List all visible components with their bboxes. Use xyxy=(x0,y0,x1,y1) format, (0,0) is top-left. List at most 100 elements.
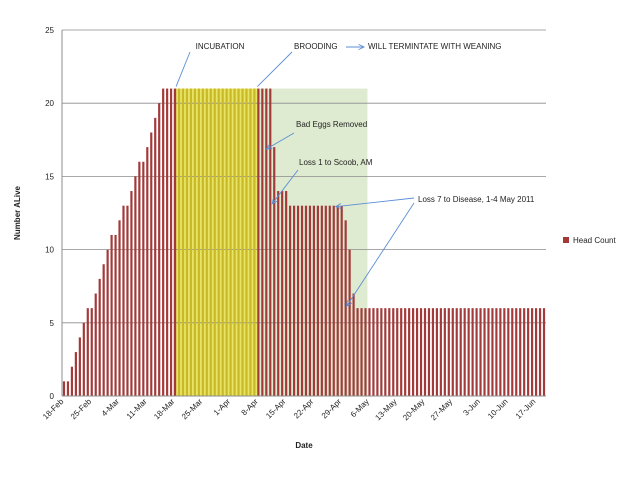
bar xyxy=(511,308,514,396)
loss-scoob-arrow-head xyxy=(271,197,278,205)
bar xyxy=(534,308,538,396)
bar xyxy=(300,205,304,396)
annotation-text-5: Loss 1 to Scoob, AM xyxy=(299,158,373,167)
x-tick-label: 27-May xyxy=(429,397,454,422)
x-tick-group: 25-Mar xyxy=(180,397,205,422)
bar xyxy=(344,220,347,396)
bar xyxy=(296,205,300,396)
incubation-arrow-line xyxy=(175,51,191,87)
bar xyxy=(74,352,77,396)
y-tick-label: 10 xyxy=(45,246,54,255)
bar xyxy=(412,308,415,396)
x-tick-group: 20-May xyxy=(401,397,426,422)
bar xyxy=(443,308,446,396)
x-tick-label: 25-Mar xyxy=(180,397,205,422)
bar xyxy=(542,308,546,396)
bar xyxy=(368,308,371,396)
bar xyxy=(400,308,403,396)
bar xyxy=(241,88,244,396)
x-tick-label: 4-Mar xyxy=(100,397,121,418)
bar xyxy=(170,88,173,396)
bar xyxy=(427,308,431,396)
bar xyxy=(221,88,224,396)
bar xyxy=(376,308,379,396)
bar xyxy=(62,381,66,396)
annotation-text-3: WILL TERMINTATE WITH WEANING xyxy=(368,42,501,51)
bar xyxy=(86,308,89,396)
bar xyxy=(328,205,331,396)
bar xyxy=(245,88,248,396)
bad-eggs-arrow xyxy=(266,132,295,150)
bar xyxy=(181,88,185,396)
bar xyxy=(499,308,502,396)
bar xyxy=(352,293,355,396)
bar xyxy=(435,308,438,396)
x-tick-group: 6-May xyxy=(349,397,371,419)
annotations: INCUBATION BROODING WILL TERMINTATE WITH W… xyxy=(175,42,535,308)
bar xyxy=(229,88,232,396)
bar xyxy=(348,249,351,396)
bar xyxy=(237,88,240,396)
bar xyxy=(173,88,177,396)
bar xyxy=(249,88,252,396)
bar xyxy=(281,191,284,396)
brooding-arrow-line xyxy=(257,51,293,87)
bar xyxy=(538,308,542,396)
x-tick-label: 8-Apr xyxy=(240,397,260,417)
bar xyxy=(451,308,454,396)
bar xyxy=(90,308,93,396)
bar xyxy=(162,88,165,396)
x-tick-label: 6-May xyxy=(349,397,371,419)
bar xyxy=(491,308,494,396)
x-tick-label: 29-Apr xyxy=(320,397,344,421)
x-tick-label: 13-May xyxy=(373,397,398,422)
bar xyxy=(419,308,423,396)
x-axis-title: Date xyxy=(295,441,313,450)
bar xyxy=(98,278,101,396)
bar xyxy=(316,205,319,396)
x-tick-group: 8-Apr xyxy=(240,397,260,417)
y-tick-label: 25 xyxy=(45,26,54,35)
bar xyxy=(356,308,359,396)
bar xyxy=(431,308,435,396)
x-tick-group: 15-Apr xyxy=(264,397,288,421)
bar xyxy=(106,249,109,396)
bar xyxy=(292,205,296,396)
bar xyxy=(467,308,470,396)
x-tick-label: 1-Apr xyxy=(212,397,232,417)
bar xyxy=(130,191,133,396)
bar xyxy=(257,88,260,396)
bar xyxy=(471,308,474,396)
bar xyxy=(396,308,399,396)
bar xyxy=(66,381,70,396)
bar xyxy=(265,88,268,396)
y-tick-label: 5 xyxy=(50,319,55,328)
bar xyxy=(177,88,181,396)
bar xyxy=(475,308,478,396)
loss-scoob-arrow xyxy=(271,169,299,204)
bar xyxy=(304,205,308,396)
bar xyxy=(380,308,383,396)
bar xyxy=(126,205,129,396)
bar xyxy=(479,308,482,396)
bar xyxy=(158,103,161,396)
x-tick-label: 15-Apr xyxy=(264,397,288,421)
bar xyxy=(189,88,193,396)
bar xyxy=(439,308,442,396)
x-tick-group: 27-May xyxy=(429,397,454,422)
x-tick-label: 11-Mar xyxy=(125,397,149,421)
bar xyxy=(225,88,228,396)
loss-disease-arrow-2-head xyxy=(346,300,353,308)
x-tick-label: 22-Apr xyxy=(292,397,316,421)
bar xyxy=(138,161,141,396)
bar xyxy=(150,132,153,397)
bar xyxy=(233,88,236,396)
x-tick-group: 1-Apr xyxy=(212,397,232,417)
x-tick-group: 25-Feb xyxy=(69,397,94,422)
bar xyxy=(531,308,534,396)
bar xyxy=(289,205,292,396)
bar xyxy=(94,293,97,396)
bar xyxy=(495,308,498,396)
